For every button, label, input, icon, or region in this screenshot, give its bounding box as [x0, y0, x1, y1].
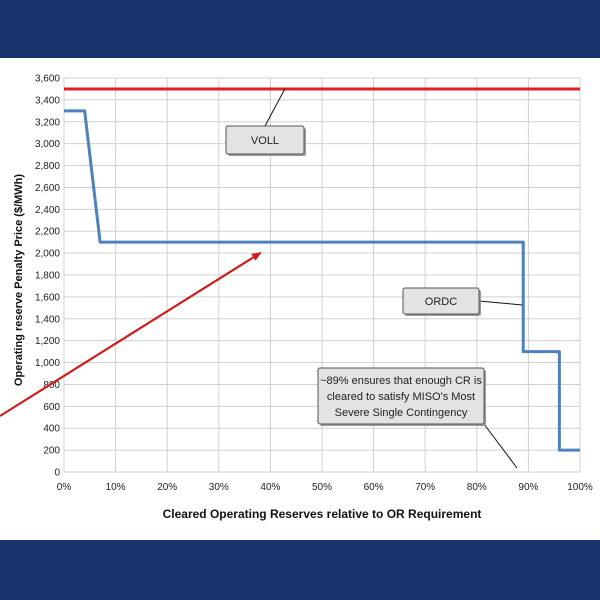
callout-box: [402, 287, 480, 315]
y-tick-label: 3,200: [35, 117, 60, 128]
callout-text: ORDC: [425, 296, 457, 308]
y-tick-label: 3,000: [35, 139, 60, 150]
x-tick-label: 100%: [567, 482, 593, 493]
x-tick-label: 10%: [106, 482, 126, 493]
x-tick-label: 50%: [312, 482, 332, 493]
leader-line: [483, 423, 518, 469]
red-arrow: [0, 252, 262, 417]
y-axis-ticks: 0 200 400 600 800 1,000 1,200 1,400 1,600 1,800 2,…: [35, 74, 60, 479]
y-tick-label: 2,200: [35, 227, 60, 238]
series-line-ordc: [64, 109, 580, 452]
callout-text: Severe Single Contingency: [335, 407, 468, 419]
arrow-line: [0, 252, 262, 417]
y-tick-label: 0: [54, 468, 60, 479]
contingency-callout: ~89% ensures that enough CR is cleared to…: [317, 367, 518, 469]
y-tick-label: 600: [43, 402, 60, 413]
ordc-callout: ORDC: [402, 287, 523, 316]
x-tick-label: 70%: [415, 482, 435, 493]
leader-line: [478, 300, 523, 306]
leader-line: [264, 88, 286, 127]
chart-panel: 0 200 400 600 800 1,000 1,200 1,400 1,600 1,800 2,…: [0, 58, 600, 540]
x-tick-label: 0%: [57, 482, 72, 493]
y-tick-label: 1,400: [35, 314, 60, 325]
y-tick-label: 1,800: [35, 271, 60, 282]
y-tick-label: 1,000: [35, 358, 60, 369]
y-tick-label: 400: [43, 424, 60, 435]
y-tick-label: 2,600: [35, 183, 60, 194]
x-tick-label: 80%: [467, 482, 487, 493]
callout-text: cleared to satisfy MISO's Most: [327, 391, 475, 403]
y-tick-label: 2,800: [35, 161, 60, 172]
callout-box: [317, 367, 485, 425]
x-axis-label: Cleared Operating Reserves relative to O…: [163, 507, 482, 521]
y-tick-label: 3,400: [35, 95, 60, 106]
y-tick-label: 2,000: [35, 249, 60, 260]
x-tick-label: 30%: [209, 482, 229, 493]
y-tick-label: 3,600: [35, 74, 60, 85]
y-tick-label: 1,200: [35, 336, 60, 347]
y-tick-label: 2,400: [35, 205, 60, 216]
ordc-chart: 0 200 400 600 800 1,000 1,200 1,400 1,600 1,800 2,…: [0, 74, 593, 521]
callout-text: ~89% ensures that enough CR is: [320, 375, 482, 387]
y-tick-label: 200: [43, 446, 60, 457]
callout-box: [225, 125, 305, 155]
x-tick-label: 90%: [518, 482, 538, 493]
y-tick-label: 1,600: [35, 292, 60, 303]
x-tick-label: 20%: [157, 482, 177, 493]
callouts: VOLL ORDC ~89% ensures that enough CR is cl…: [225, 88, 523, 469]
x-tick-label: 60%: [364, 482, 384, 493]
y-axis-label: Operating reserve Penalty Price ($/MWh): [13, 174, 25, 386]
voll-callout: VOLL: [225, 88, 306, 156]
y-tick-label: 800: [43, 380, 60, 391]
x-axis-ticks: 0% 10% 20% 30% 40% 50% 60% 70% 80% 90% 100%: [57, 482, 593, 493]
callout-text: VOLL: [251, 135, 279, 147]
x-tick-label: 40%: [260, 482, 280, 493]
series-lines: [64, 87, 580, 452]
